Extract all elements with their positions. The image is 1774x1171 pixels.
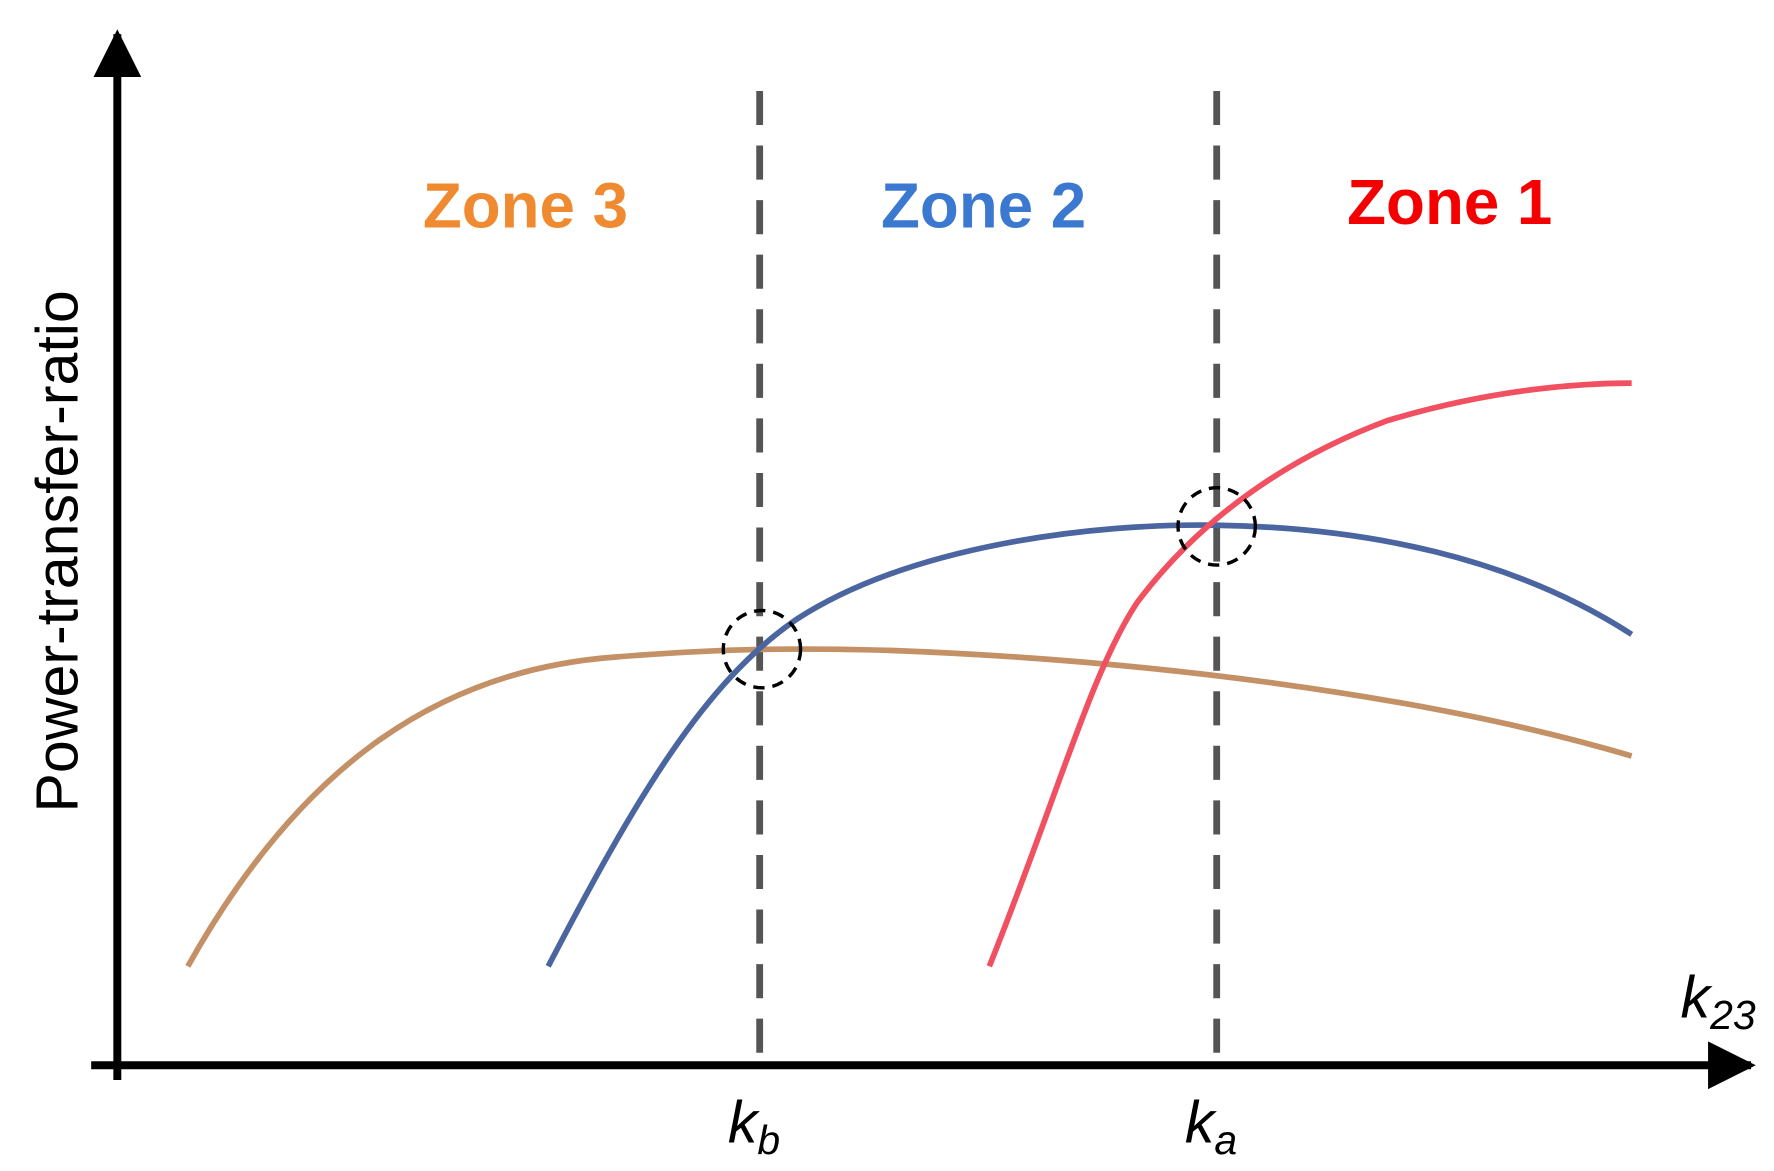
k-base: k [728,1089,761,1156]
k-sub: a [1214,1117,1237,1163]
k-sub: 23 [1709,992,1756,1038]
x-axis-label: k23 [1681,964,1756,1038]
x-marker-label: kb [728,1089,780,1163]
intersection-marker [1176,486,1258,567]
x-marker-label: ka [1185,1089,1237,1163]
y-axis-label: Power-transfer-ratio [24,290,91,812]
zone1-curve [986,380,1632,968]
k-sub: b [757,1117,780,1163]
k-base: k [1681,964,1714,1031]
zone2-curve [545,522,1634,968]
zone-label: Zone 3 [423,170,628,241]
zone-label: Zone 2 [881,170,1086,241]
zone3-curve [185,646,1633,968]
k-base: k [1185,1089,1218,1156]
zone-label: Zone 1 [1347,167,1552,238]
intersection-marker [721,608,803,690]
